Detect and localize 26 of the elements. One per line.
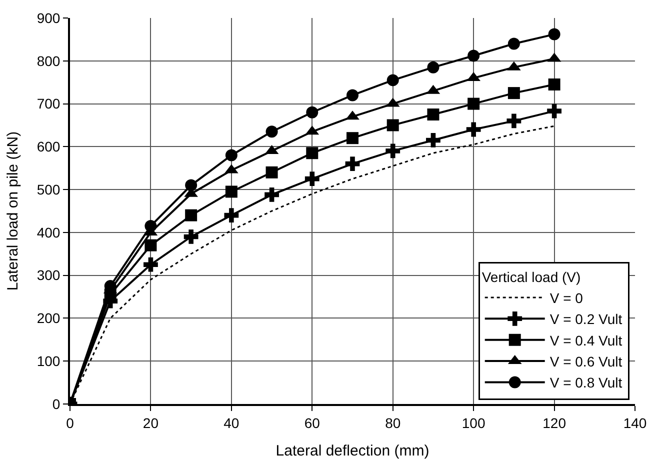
x-tick-label: 120 bbox=[542, 414, 566, 431]
y-tick-label: 0 bbox=[52, 396, 60, 412]
x-tick-label: 100 bbox=[462, 414, 486, 431]
y-tick-label: 500 bbox=[36, 181, 60, 198]
y-tick-label: 600 bbox=[36, 138, 60, 155]
y-tick-label: 800 bbox=[36, 52, 60, 69]
y-tick-label: 100 bbox=[36, 353, 60, 370]
y-tick-label: 400 bbox=[36, 224, 60, 240]
legend-label: V = 0 bbox=[550, 290, 584, 306]
legend-label: V = 0.6 Vult bbox=[550, 354, 622, 370]
y-tick-label: 300 bbox=[36, 267, 60, 284]
y-axis-title: Lateral load on pile (kN) bbox=[4, 131, 22, 291]
y-tick-label: 200 bbox=[36, 310, 60, 326]
x-tick-label: 60 bbox=[304, 414, 320, 431]
legend-label: V = 0.2 Vult bbox=[550, 311, 622, 328]
y-tick-label: 700 bbox=[36, 96, 60, 112]
x-tick-label: 20 bbox=[142, 414, 159, 431]
legend-label: V = 0.4 Vult bbox=[550, 332, 622, 348]
y-tick-label: 900 bbox=[36, 10, 60, 26]
legend-label: V = 0.8 Vult bbox=[550, 374, 622, 391]
x-tick-label: 40 bbox=[224, 414, 240, 431]
x-tick-label: 140 bbox=[623, 414, 647, 431]
x-axis-title: Lateral deflection (mm) bbox=[276, 442, 430, 460]
legend-title: Vertical load (V) bbox=[482, 268, 581, 285]
x-tick-label: 0 bbox=[66, 414, 74, 431]
x-tick-label: 80 bbox=[385, 414, 401, 431]
